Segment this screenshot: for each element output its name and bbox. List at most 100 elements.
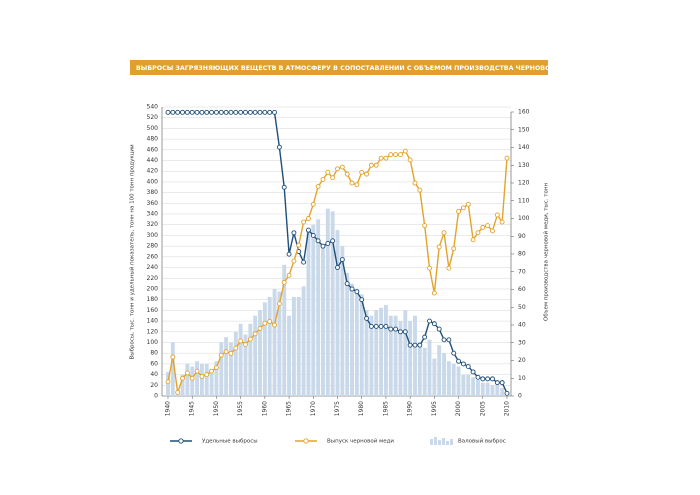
point <box>485 223 491 229</box>
point <box>213 109 219 115</box>
bar <box>209 369 214 396</box>
point <box>218 352 224 358</box>
point <box>209 109 215 115</box>
bar <box>345 272 350 396</box>
y-tick-label: 480 <box>147 136 159 143</box>
point <box>393 152 399 158</box>
x-tick-label: 1995 <box>431 401 438 416</box>
bar <box>495 385 500 396</box>
bar <box>190 366 195 396</box>
point <box>359 297 365 303</box>
bar <box>408 321 413 396</box>
bar <box>485 382 490 396</box>
y-tick-label: 240 <box>147 264 159 271</box>
bar <box>180 374 185 396</box>
point <box>368 323 374 329</box>
point <box>204 372 210 378</box>
point <box>175 390 181 395</box>
point <box>422 334 428 340</box>
y-tick-label: 320 <box>147 221 159 228</box>
bar <box>359 294 364 396</box>
legend-label: Удельные выбросы <box>202 439 258 445</box>
bar <box>229 342 233 396</box>
point <box>291 230 297 236</box>
bar <box>466 374 471 396</box>
legend-label: Валовый выброс <box>458 438 506 445</box>
point <box>223 109 229 115</box>
point <box>184 370 190 376</box>
bar <box>272 288 277 396</box>
point <box>315 184 321 190</box>
point <box>494 212 500 218</box>
point <box>393 326 399 332</box>
y-tick-label: 160 <box>147 307 159 314</box>
point <box>189 375 195 381</box>
bar <box>437 345 442 396</box>
x-tick-label: 1970 <box>310 401 317 416</box>
legend-swatch <box>438 440 441 445</box>
y-tick-label: 280 <box>147 243 159 250</box>
point <box>431 290 437 296</box>
bar <box>325 208 330 396</box>
y2-tick-label: 110 <box>518 197 530 204</box>
point <box>257 326 263 331</box>
bar <box>388 315 393 396</box>
bar <box>403 310 408 396</box>
y2-tick-label: 130 <box>518 162 530 169</box>
legend-swatch <box>446 441 449 445</box>
title-banner <box>130 60 548 75</box>
bar <box>364 310 369 396</box>
bar <box>417 342 422 396</box>
point <box>228 350 234 356</box>
point <box>267 319 273 324</box>
bar <box>335 230 340 396</box>
point <box>315 238 321 244</box>
point <box>344 171 350 177</box>
bar <box>258 310 262 396</box>
point <box>199 109 205 115</box>
y-tick-label: 180 <box>147 296 159 303</box>
y2-tick-label: 30 <box>518 339 526 346</box>
bar <box>480 382 485 396</box>
point <box>383 323 389 329</box>
y2-tick-label: 50 <box>518 304 526 311</box>
point <box>262 320 268 326</box>
y2-tick-label: 120 <box>518 180 530 187</box>
point <box>204 109 210 115</box>
x-tick-label: 2010 <box>504 401 511 416</box>
point <box>223 349 229 355</box>
point <box>310 232 316 238</box>
point <box>402 329 408 335</box>
point <box>165 379 171 385</box>
point <box>276 301 282 307</box>
point <box>165 109 171 115</box>
y-tick-label: 80 <box>150 350 158 357</box>
point <box>475 374 481 380</box>
y-tick-label: 0 <box>154 393 158 400</box>
point <box>243 109 248 115</box>
point <box>431 321 437 327</box>
point <box>398 152 403 158</box>
point <box>364 315 370 321</box>
legend-label: Выпуск черновой меди <box>327 438 394 445</box>
bar <box>185 363 190 396</box>
point <box>281 279 287 285</box>
legend-swatch <box>434 437 437 445</box>
point <box>189 109 195 115</box>
x-tick-label: 2005 <box>479 401 486 416</box>
point <box>233 109 239 115</box>
bar <box>427 339 432 396</box>
point <box>417 187 423 193</box>
bar <box>243 334 248 396</box>
bar <box>267 296 272 396</box>
bar <box>296 296 301 396</box>
bar <box>219 342 224 396</box>
legend-swatch <box>303 438 309 444</box>
point <box>175 109 181 115</box>
point <box>499 219 505 225</box>
y2-tick-label: 70 <box>518 268 526 275</box>
bar <box>451 363 456 396</box>
point <box>490 228 495 234</box>
bar <box>340 246 345 396</box>
y2-tick-label: 10 <box>518 375 526 382</box>
